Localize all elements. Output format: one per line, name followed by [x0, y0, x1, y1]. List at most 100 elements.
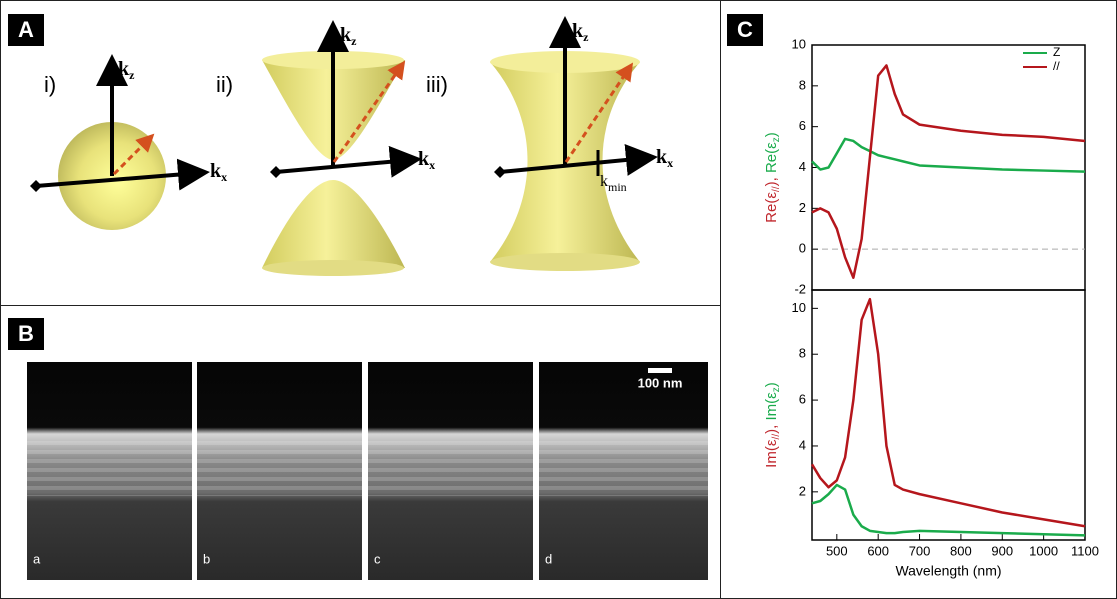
y-tick-label: 10: [792, 36, 806, 51]
x-tick-label: 800: [950, 543, 972, 558]
k-vector: [564, 62, 634, 163]
axis-label-base: k: [600, 173, 608, 190]
panel-label: A: [18, 17, 34, 42]
image-label: d: [545, 551, 552, 566]
y-tick-label: 4: [799, 437, 806, 452]
x-tick-label: 500: [826, 543, 848, 558]
sem-layers: [539, 438, 708, 496]
y-tick-label: 6: [799, 392, 806, 407]
surface: [262, 180, 405, 268]
axis-label-base: k: [418, 148, 430, 170]
axis-label: kz: [118, 58, 135, 82]
y-axis-label-part: ): [763, 132, 780, 137]
image-label: a: [33, 551, 41, 566]
x-axis-label: Wavelength (nm): [895, 563, 1001, 579]
axis-label-sub: x: [667, 156, 673, 170]
axis-label-base: k: [118, 58, 130, 80]
axis-label-sub: z: [583, 30, 589, 44]
y-axis-label: Re(ε//), Re(εz): [763, 132, 782, 223]
sub-label: ii): [216, 72, 233, 97]
y-tick-label: 2: [799, 483, 806, 498]
sem-layers: [368, 438, 533, 496]
y-tick-label: 10: [792, 300, 806, 315]
y-axis-label-part: ): [763, 382, 780, 387]
panel-label: B: [18, 321, 34, 346]
sem-layers: [27, 438, 192, 496]
panel-label-box: [8, 14, 44, 46]
axis-end: [494, 166, 506, 178]
axis-arrow: [35, 158, 210, 191]
y-axis-label-part: ),: [763, 421, 780, 434]
series-line: [811, 483, 1086, 537]
y-tick-label: 8: [799, 77, 806, 92]
y-axis-label-part: z: [771, 387, 782, 392]
series-line: [810, 297, 1086, 528]
scale-bar-label: 100 nm: [638, 375, 683, 390]
axis-label-sub: x: [429, 158, 435, 172]
image-label: c: [374, 551, 381, 566]
y-tick-label: 0: [799, 241, 806, 256]
plot-frame: [811, 289, 1086, 541]
axis-label-base: k: [340, 24, 352, 46]
surface-rim: [262, 260, 404, 276]
axis-label: kx: [418, 148, 435, 172]
y-axis-label-part: //: [771, 186, 782, 192]
axis-end: [270, 166, 282, 178]
panel-label: C: [737, 17, 753, 42]
panel-label-box: [727, 14, 763, 46]
sub-label: i): [44, 72, 56, 97]
axis-label: kx: [210, 160, 227, 184]
panel-frame: [720, 0, 1117, 599]
k-vector: [112, 133, 155, 176]
legend-label: Z: [1053, 45, 1060, 59]
axis-label-sub: z: [129, 68, 135, 82]
scale-bar: [648, 368, 672, 373]
y-axis-label-part: Im(ε: [763, 439, 780, 468]
axis-label: kmin: [600, 173, 627, 194]
x-tick-label: 900: [991, 543, 1013, 558]
y-axis-label-part: Im(ε: [763, 392, 780, 421]
axis-label-base: k: [656, 146, 668, 168]
sem-images: a b c d: [27, 362, 708, 580]
y-tick-label: 6: [799, 118, 806, 133]
series-line: [811, 137, 1086, 173]
axis-label-sub: z: [351, 34, 357, 48]
y-axis-label-part: Re(ε: [763, 192, 780, 223]
legend-label: //: [1053, 59, 1060, 73]
axis-label: kz: [340, 24, 357, 48]
y-tick-label: -2: [794, 281, 806, 296]
axis-label-base: k: [572, 20, 584, 42]
axis-arrow: [275, 145, 422, 178]
axis-label: kz: [572, 20, 589, 44]
axis-label: kx: [656, 146, 673, 170]
x-tick-label: 1000: [1029, 543, 1058, 558]
sub-label: iii): [426, 72, 448, 97]
k-vector: [332, 60, 406, 163]
axis-end: [30, 180, 42, 192]
sphere-diagram: i) kz kx: [30, 54, 227, 230]
axis-label-base: k: [210, 160, 222, 182]
x-tick-label: 600: [867, 543, 889, 558]
y-axis-label-part: //: [771, 434, 782, 440]
hyperboloid-two-sheet: ii) kz kx: [216, 20, 435, 276]
y-axis-label-part: Re(ε: [763, 142, 780, 173]
y-axis-label-part: z: [771, 137, 782, 142]
x-tick-label: 1100: [1071, 543, 1099, 558]
y-tick-label: 8: [799, 346, 806, 361]
panel-label-box: [8, 318, 44, 350]
axis-arrow: [499, 143, 658, 176]
x-tick-label: 700: [909, 543, 931, 558]
hyperboloid-one-sheet: iii) kz kx kmin: [426, 16, 673, 271]
series-line: [811, 64, 1086, 279]
surface-rim: [490, 253, 640, 271]
axis-label-sub: x: [221, 170, 227, 184]
y-axis-label: Im(ε//), Im(εz): [763, 382, 782, 468]
image-label: b: [203, 551, 210, 566]
sem-layers: [197, 438, 362, 496]
y-tick-label: 4: [799, 159, 806, 174]
y-tick-label: 2: [799, 200, 806, 215]
y-axis-label-part: ),: [763, 173, 780, 186]
axis-label-sub: min: [608, 180, 627, 194]
